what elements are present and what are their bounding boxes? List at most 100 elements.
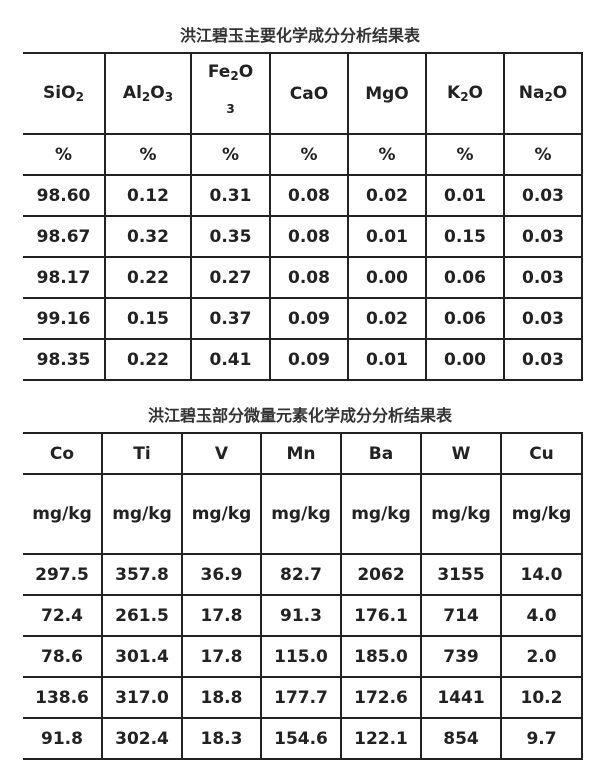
- header-cell-text: V: [214, 443, 229, 464]
- table-cell-text: 0.02: [366, 185, 408, 206]
- table-cell-text: 0.03: [522, 267, 564, 288]
- table-cell: 0.32: [104, 215, 192, 258]
- header-cell-text: Ba: [368, 443, 394, 464]
- table-cell: 1441: [420, 676, 502, 719]
- header-cell-text: Cu: [529, 443, 554, 464]
- table-cell: 317.0: [101, 676, 183, 719]
- table-cell: 0.22: [104, 256, 192, 299]
- unit-cell: mg/kg: [23, 473, 103, 555]
- table-cell: 122.1: [340, 717, 422, 760]
- table-cell: 0.03: [503, 174, 583, 217]
- table-cell: 0.35: [190, 215, 271, 258]
- table-cell-text: 739: [443, 646, 479, 667]
- table-cell: 177.7: [260, 676, 342, 719]
- table-cell-text: 0.00: [444, 349, 486, 370]
- table-cell-text: 2.0: [526, 646, 557, 667]
- table-row: 91.8 302.4 18.3 154.6 122.1 854 9.7: [23, 717, 583, 760]
- table-cell: 176.1: [340, 594, 422, 637]
- table-cell: 10.2: [500, 676, 583, 719]
- table-cell-text: 98.60: [36, 185, 91, 206]
- unit-cell: %: [503, 133, 583, 176]
- unit-cell: mg/kg: [181, 473, 262, 555]
- table-cell: 138.6: [23, 676, 103, 719]
- table-cell-text: 0.00: [366, 267, 408, 288]
- major-composition-table: SiO2 Al2O3 Fe2O 3 CaO MgO K2O Na2O %%%%%%…: [23, 52, 583, 381]
- table-cell-text: 0.22: [127, 267, 169, 288]
- table-cell: 302.4: [101, 717, 183, 760]
- table-cell-text: 301.4: [115, 646, 169, 667]
- table-cell: 98.60: [23, 174, 106, 217]
- unit-cell-text: mg/kg: [191, 504, 252, 524]
- unit-cell: mg/kg: [340, 473, 422, 555]
- unit-cell: %: [190, 133, 271, 176]
- unit-cell-text: mg/kg: [112, 504, 172, 524]
- table-cell: 0.08: [269, 174, 349, 217]
- header-cell-text: W: [451, 443, 471, 464]
- unit-cell-text: %: [300, 144, 318, 165]
- unit-cell: %: [104, 133, 192, 176]
- table-cell: 0.03: [503, 338, 583, 381]
- header-sio2: SiO2: [23, 52, 106, 135]
- table-cell-text: 0.03: [522, 349, 564, 370]
- unit-cell: %: [23, 133, 106, 176]
- table-cell-text: 0.06: [444, 308, 486, 329]
- table-cell-text: 0.01: [366, 226, 408, 247]
- table-cell-text: 91.3: [280, 605, 322, 626]
- table-cell-text: 78.6: [41, 646, 83, 667]
- table-cell: 185.0: [340, 635, 422, 678]
- table-cell: 357.8: [101, 553, 183, 596]
- table-cell-text: 1441: [437, 687, 485, 708]
- table-cell-text: 0.01: [444, 185, 486, 206]
- table-cell: 115.0: [260, 635, 342, 678]
- table-row: 98.67 0.32 0.35 0.08 0.01 0.15 0.03: [23, 215, 583, 258]
- table-cell: 0.02: [347, 297, 427, 340]
- unit-cell: mg/kg: [260, 473, 342, 555]
- table-cell: 91.8: [23, 717, 103, 760]
- header-cao: CaO: [269, 52, 349, 135]
- table-cell: 301.4: [101, 635, 183, 678]
- table-cell-text: 0.12: [127, 185, 169, 206]
- table-cell-text: 0.22: [127, 349, 169, 370]
- table-row: 99.16 0.15 0.37 0.09 0.02 0.06 0.03: [23, 297, 583, 340]
- unit-cell: mg/kg: [500, 473, 583, 555]
- header-row: SiO2 Al2O3 Fe2O 3 CaO MgO K2O Na2O: [23, 52, 583, 135]
- table-cell: 72.4: [23, 594, 103, 637]
- table-cell-text: 0.02: [366, 308, 408, 329]
- table-cell-text: 72.4: [41, 605, 83, 626]
- table-cell: 0.00: [347, 256, 427, 299]
- unit-cell-text: mg/kg: [431, 504, 491, 524]
- table-cell-text: 854: [443, 728, 479, 749]
- table-cell-text: 18.8: [200, 687, 243, 708]
- unit-cell: %: [347, 133, 427, 176]
- table-cell: 9.7: [500, 717, 583, 760]
- table-row: 297.5 357.8 36.9 82.7 2062 3155 14.0: [23, 553, 583, 596]
- table-row: 78.6 301.4 17.8 115.0 185.0 739 2.0: [23, 635, 583, 678]
- table-cell-text: 0.03: [522, 308, 564, 329]
- table-cell: 0.08: [269, 256, 349, 299]
- table-cell-text: 0.09: [288, 349, 330, 370]
- table-cell-text: 0.08: [288, 267, 330, 288]
- unit-cell-text: %: [534, 144, 552, 165]
- table-cell: 18.3: [181, 717, 262, 760]
- table-cell: 17.8: [181, 635, 262, 678]
- header-al2o3: Al2O3: [104, 52, 192, 135]
- table-cell-text: 18.3: [200, 728, 243, 749]
- table-cell: 0.08: [269, 215, 349, 258]
- table-cell: 78.6: [23, 635, 103, 678]
- table-cell-text: 302.4: [115, 728, 169, 749]
- table-cell: 739: [420, 635, 502, 678]
- table-cell-text: 17.8: [200, 646, 243, 667]
- header-cell-text: Co: [49, 443, 75, 464]
- trace-element-table: Co Ti V Mn Ba W Cu mg/kg mg/kg mg/kg mg/kg mg/kg mg…: [23, 432, 583, 760]
- table-cell: 99.16: [23, 297, 106, 340]
- table-cell: 17.8: [181, 594, 262, 637]
- unit-cell-text: mg/kg: [351, 504, 411, 524]
- unit-cell-text: %: [139, 144, 157, 165]
- table-cell: 0.31: [190, 174, 271, 217]
- header-fe2o3: Fe2O 3: [190, 52, 271, 135]
- table-cell-text: 317.0: [115, 687, 169, 708]
- table-cell: 0.15: [104, 297, 192, 340]
- table-cell-text: 98.35: [36, 349, 91, 370]
- table-cell: 0.15: [425, 215, 505, 258]
- table-cell: 172.6: [340, 676, 422, 719]
